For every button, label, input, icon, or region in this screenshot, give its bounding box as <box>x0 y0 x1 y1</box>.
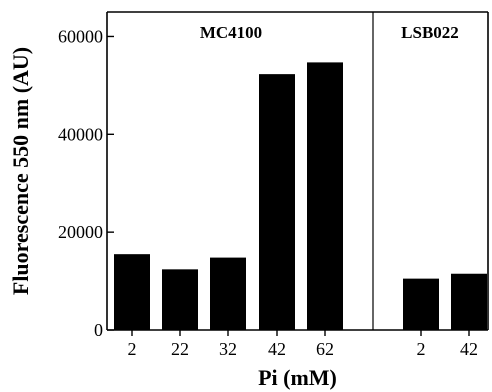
x-tick-label: 42 <box>268 339 286 359</box>
group-label-mc4100: MC4100 <box>200 23 262 42</box>
group-label-lsb022: LSB022 <box>401 23 459 42</box>
x-tick-label: 42 <box>460 339 478 359</box>
y-axis-title: Fluorescence 550 nm (AU) <box>8 47 33 295</box>
y-tick-label: 40000 <box>58 124 103 144</box>
bar-mc4100-62 <box>307 62 343 330</box>
y-tick-label: 0 <box>94 320 103 340</box>
x-tick-label: 22 <box>171 339 189 359</box>
bar-lsb022-2 <box>403 278 439 330</box>
x-tick-label: 62 <box>316 339 334 359</box>
group-labels: MC4100 LSB022 <box>200 23 459 42</box>
x-axis-ticks: 2 22 32 42 62 2 42 <box>128 330 478 359</box>
x-tick-label: 32 <box>219 339 237 359</box>
x-tick-label: 2 <box>128 339 137 359</box>
x-tick-label: 2 <box>417 339 426 359</box>
x-axis-title: Pi (mM) <box>258 365 337 390</box>
y-tick-label: 20000 <box>58 222 103 242</box>
bar-mc4100-2 <box>114 254 150 330</box>
bars <box>114 62 487 330</box>
bar-lsb022-42 <box>451 273 487 330</box>
bar-mc4100-42 <box>259 74 295 330</box>
bar-mc4100-22 <box>162 269 198 330</box>
bar-mc4100-32 <box>210 257 246 330</box>
y-axis-ticks: 0 20000 40000 60000 <box>58 26 114 340</box>
y-tick-label: 60000 <box>58 26 103 46</box>
